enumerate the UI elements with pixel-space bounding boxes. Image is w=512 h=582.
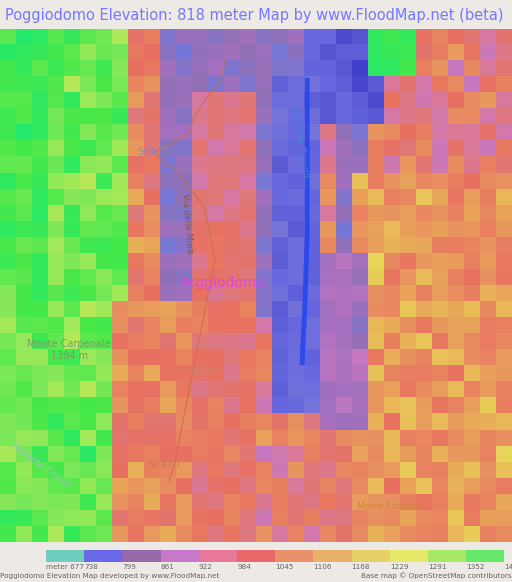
Text: Base map © OpenStreetMap contributors: Base map © OpenStreetMap contributors	[361, 572, 512, 579]
Text: 1291: 1291	[428, 564, 446, 570]
Text: 922: 922	[199, 564, 212, 570]
Text: 1106: 1106	[313, 564, 332, 570]
Text: 984: 984	[237, 564, 251, 570]
Text: Poggiodomo: Poggiodomo	[180, 276, 266, 290]
Text: 1045: 1045	[275, 564, 294, 570]
FancyBboxPatch shape	[161, 549, 199, 562]
Text: Monte Carpenale
1384 m: Monte Carpenale 1384 m	[27, 339, 111, 361]
Text: SP470: SP470	[147, 460, 180, 470]
Text: 738: 738	[84, 564, 98, 570]
FancyBboxPatch shape	[313, 549, 352, 562]
Text: Poggiodomo Elevation Map developed by www.FloodMap.net: Poggiodomo Elevation Map developed by ww…	[0, 573, 220, 579]
FancyBboxPatch shape	[84, 549, 122, 562]
FancyBboxPatch shape	[428, 549, 466, 562]
Text: Monte Roccapo: Monte Roccapo	[357, 502, 421, 511]
FancyBboxPatch shape	[237, 549, 275, 562]
FancyBboxPatch shape	[352, 549, 390, 562]
Text: Via delle Mura: Via delle Mura	[180, 194, 194, 254]
Text: 861: 861	[161, 564, 175, 570]
FancyBboxPatch shape	[275, 549, 313, 562]
Text: SP470: SP470	[137, 147, 170, 157]
FancyBboxPatch shape	[122, 549, 161, 562]
Text: 1229: 1229	[390, 564, 408, 570]
Text: Poggiodomo Elevation: 818 meter Map by www.FloodMap.net (beta): Poggiodomo Elevation: 818 meter Map by w…	[5, 8, 504, 23]
Text: 799: 799	[122, 564, 136, 570]
Text: meter 677: meter 677	[46, 564, 84, 570]
Text: SP470: SP470	[188, 368, 221, 378]
Text: 1414: 1414	[504, 564, 512, 570]
Text: Torrente Tissino: Torrente Tissino	[9, 441, 73, 489]
Text: Torrente Tissino: Torrente Tissino	[289, 106, 310, 178]
FancyBboxPatch shape	[390, 549, 428, 562]
Text: 1168: 1168	[352, 564, 370, 570]
Text: 1352: 1352	[466, 564, 485, 570]
FancyBboxPatch shape	[466, 549, 504, 562]
FancyBboxPatch shape	[46, 549, 84, 562]
FancyBboxPatch shape	[199, 549, 237, 562]
